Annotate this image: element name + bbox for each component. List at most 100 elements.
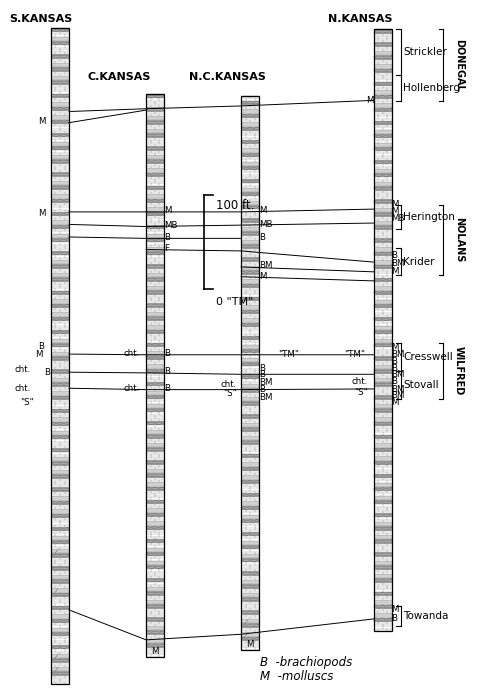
Bar (146, 630, 164, 635)
Bar (374, 474, 392, 478)
Bar (374, 308, 392, 312)
Bar (146, 434, 164, 438)
Bar (374, 260, 392, 265)
Bar (51, 37, 69, 41)
Text: M: M (38, 117, 46, 125)
Bar (146, 225, 164, 229)
Bar (51, 654, 69, 658)
Bar (374, 482, 392, 487)
Bar (374, 374, 392, 378)
Bar (51, 133, 69, 137)
Bar (146, 260, 164, 264)
Bar (374, 217, 392, 221)
Bar (241, 466, 259, 471)
Bar (374, 256, 392, 260)
Bar (146, 548, 164, 552)
Bar (51, 28, 69, 684)
Bar (241, 153, 259, 158)
Bar (51, 610, 69, 615)
Bar (241, 619, 259, 623)
Bar (51, 584, 69, 588)
Bar (51, 321, 69, 325)
Bar (146, 155, 164, 160)
Bar (374, 408, 392, 413)
Text: M  -molluscs: M -molluscs (260, 670, 334, 682)
Bar (374, 151, 392, 155)
Bar (146, 482, 164, 487)
Bar (241, 628, 259, 632)
Bar (241, 257, 259, 262)
Bar (51, 531, 69, 535)
Bar (241, 536, 259, 541)
Bar (146, 325, 164, 330)
Bar (146, 255, 164, 260)
Bar (374, 190, 392, 195)
Text: Krider: Krider (403, 257, 434, 267)
Bar (241, 367, 259, 371)
Bar (51, 667, 69, 671)
Bar (146, 652, 164, 657)
Bar (374, 526, 392, 530)
Bar (51, 32, 69, 37)
Bar (146, 273, 164, 277)
Bar (146, 216, 164, 220)
Bar (51, 203, 69, 207)
Text: BM: BM (259, 378, 272, 387)
Bar (241, 410, 259, 414)
Bar (374, 199, 392, 204)
Bar (374, 33, 392, 38)
Text: BM: BM (392, 392, 405, 400)
Bar (51, 295, 69, 299)
Bar (51, 426, 69, 431)
Bar (374, 221, 392, 225)
Bar (146, 164, 164, 168)
Bar (146, 508, 164, 513)
Bar (51, 514, 69, 518)
Bar (146, 526, 164, 530)
Text: B: B (259, 385, 265, 394)
Bar (241, 449, 259, 454)
Bar (51, 216, 69, 220)
Bar (146, 421, 164, 425)
Text: B: B (392, 357, 398, 365)
Bar (374, 583, 392, 587)
Bar (241, 309, 259, 314)
Text: B: B (392, 252, 398, 260)
Bar (374, 500, 392, 505)
Bar (51, 45, 69, 49)
Bar (374, 579, 392, 583)
Bar (51, 212, 69, 216)
Bar (374, 561, 392, 565)
Bar (146, 355, 164, 360)
Bar (146, 500, 164, 504)
Text: cht.: cht. (15, 384, 31, 392)
Bar (146, 146, 164, 151)
Bar (374, 452, 392, 457)
Bar (146, 282, 164, 286)
Bar (374, 365, 392, 369)
Bar (374, 252, 392, 256)
Bar (146, 251, 164, 255)
Bar (146, 447, 164, 452)
Bar (51, 431, 69, 435)
Bar (51, 492, 69, 496)
Bar (51, 146, 69, 151)
Bar (374, 68, 392, 73)
Bar (241, 109, 259, 114)
Bar (51, 680, 69, 684)
Bar (51, 413, 69, 418)
Bar (374, 596, 392, 600)
Bar (241, 558, 259, 562)
Bar (241, 632, 259, 636)
Bar (241, 553, 259, 558)
Bar (51, 549, 69, 553)
Text: cht.: cht. (15, 365, 31, 374)
Bar (374, 182, 392, 186)
Bar (374, 348, 392, 352)
Bar (241, 379, 259, 384)
Bar (241, 236, 259, 240)
Bar (51, 575, 69, 579)
Bar (146, 478, 164, 482)
Bar (241, 645, 259, 650)
Bar (241, 388, 259, 392)
